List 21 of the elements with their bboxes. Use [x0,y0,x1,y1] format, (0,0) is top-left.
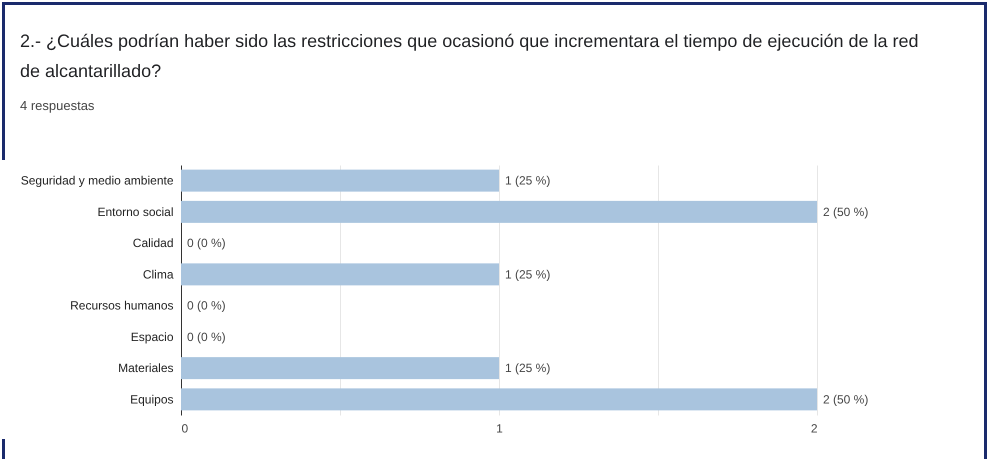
data-label: 2 (50 %) [823,204,868,219]
data-label: 0 (0 %) [187,298,226,313]
chart-title: 2.- ¿Cuáles podrían haber sido las restricciones que ocasionó que incrementara el tiempo de ejecución de la red de alcantarillado? [20,30,920,83]
data-label: 1 (25 %) [505,174,550,188]
y-tick-label: Clima [142,267,174,282]
y-tick-label: Materiales [118,361,174,376]
y-tick-label: Equipos [130,392,174,406]
data-label: 1 (25 %) [505,361,550,376]
y-tick-label: Espacio [130,330,174,344]
y-tick-label: Entorno social [97,204,174,219]
data-label: 0 (0 %) [187,330,226,344]
y-tick-label: Seguridad y medio ambiente [20,174,174,188]
x-tick-label: 2 [810,422,818,436]
y-tick-label: Recursos humanos [70,298,174,313]
x-tick-label: 0 [182,422,188,436]
data-label: 0 (0 %) [187,236,226,250]
text: 4 respuestas [20,98,94,113]
data-label: 2 (50 %) [823,392,868,406]
x-tick-label: 1 [496,422,504,436]
y-tick-label: Calidad [132,236,174,250]
data-label: 1 (25 %) [505,267,550,282]
